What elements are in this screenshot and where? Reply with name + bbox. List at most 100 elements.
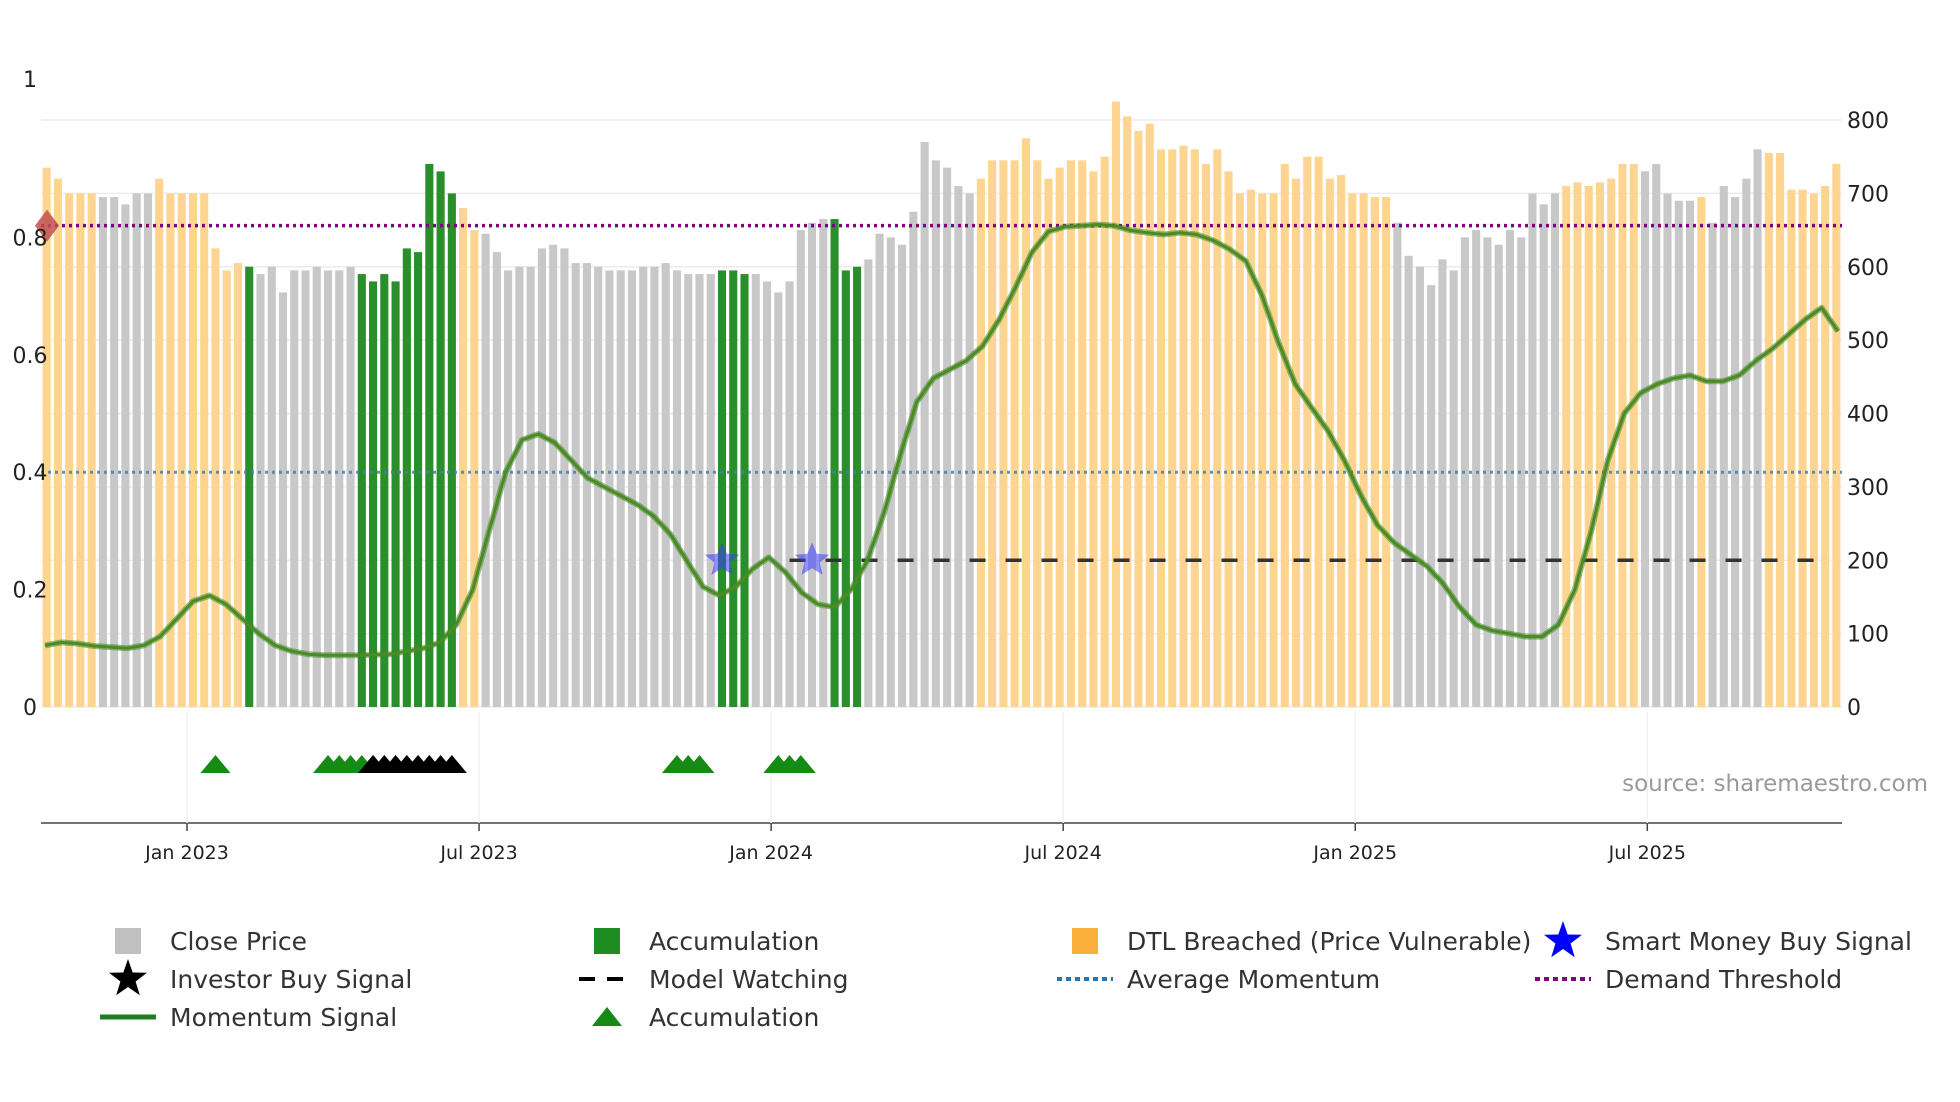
close-price-bar <box>1685 200 1695 707</box>
dtl-bar <box>999 160 1008 707</box>
close-price-bar <box>549 244 558 708</box>
legend-label: Average Momentum <box>1127 965 1380 994</box>
dtl-bar <box>1595 182 1605 707</box>
price-bars <box>42 101 1841 708</box>
legend-item: Accumulation <box>592 1003 819 1032</box>
close-price-bar <box>796 230 805 707</box>
accumulation-bar <box>391 281 400 707</box>
dtl-bar <box>1078 160 1087 707</box>
close-price-bar <box>515 266 524 707</box>
accumulation-bar <box>447 193 456 707</box>
close-price-bar <box>1449 270 1458 707</box>
close-price-bar <box>785 281 794 707</box>
momentum-signal-line <box>44 223 1840 657</box>
reference-lines <box>41 223 1842 562</box>
close-price-bar <box>98 197 107 707</box>
dtl-bar <box>1314 156 1323 707</box>
dtl-bar <box>1111 101 1121 707</box>
legend-label: Smart Money Buy Signal <box>1605 927 1912 956</box>
legend-label: Model Watching <box>649 965 849 994</box>
momentum-series <box>44 221 1841 659</box>
dtl-bar <box>1089 171 1098 708</box>
date-tick-label: Jan 2023 <box>144 842 229 864</box>
right-tick-label: 400 <box>1847 403 1889 428</box>
legend-item: Momentum Signal <box>100 1003 397 1032</box>
legend-swatch-triangle <box>592 1007 622 1026</box>
close-price-bar <box>819 219 828 707</box>
left-tick-label: 0.6 <box>13 344 48 369</box>
close-price-bar <box>1528 193 1537 707</box>
dtl-bar <box>177 193 186 707</box>
close-price-bar <box>695 274 704 707</box>
close-price-bar <box>1674 200 1683 707</box>
accumulation-bar <box>853 266 862 707</box>
dtl-bar <box>1573 182 1582 707</box>
close-price-bar <box>323 270 333 707</box>
legend-item: Close Price <box>115 927 307 956</box>
legend-item: DTL Breached (Price Vulnerable) <box>1072 927 1531 956</box>
signal-markers <box>35 209 830 575</box>
close-price-bar <box>774 292 783 707</box>
close-price-bar <box>751 274 760 707</box>
dtl-bar <box>1213 149 1222 708</box>
dtl-bar <box>1044 178 1053 707</box>
dtl-bar <box>1010 160 1019 707</box>
source-label: source: sharemaestro.com <box>1622 771 1928 797</box>
close-price-bar <box>909 211 918 707</box>
dtl-bar <box>166 193 175 707</box>
close-price-bar <box>1505 230 1514 707</box>
close-price-bar <box>1742 178 1751 707</box>
right-tick-label: 600 <box>1847 256 1889 281</box>
close-price-bar <box>312 266 321 707</box>
close-price-bar <box>943 167 952 708</box>
right-tick-label: 500 <box>1847 329 1889 354</box>
dtl-bar <box>1325 178 1334 707</box>
accumulation-bar <box>425 164 434 707</box>
dtl-bar <box>459 208 468 708</box>
dtl-bar <box>1370 197 1379 707</box>
dtl-bar <box>1776 153 1785 708</box>
dtl-bar <box>1168 149 1177 708</box>
dtl-bar <box>188 193 198 707</box>
legend-label: Momentum Signal <box>170 1003 397 1032</box>
dtl-bar <box>1764 153 1773 708</box>
legend-item: Average Momentum <box>1057 965 1380 994</box>
legend-item: Investor Buy Signal <box>109 959 412 996</box>
dtl-bar <box>1134 131 1143 708</box>
dtl-bar <box>211 248 220 707</box>
close-price-bar <box>1438 259 1447 707</box>
close-price-bar <box>1472 230 1481 707</box>
close-price-bar <box>492 252 501 707</box>
close-price-bar <box>1404 255 1413 707</box>
dtl-bar <box>988 160 997 707</box>
accumulation-triangle <box>200 755 231 773</box>
close-price-bar <box>1663 193 1672 707</box>
dtl-bar <box>1055 167 1064 708</box>
legend-item: Demand Threshold <box>1535 965 1842 994</box>
close-price-bar <box>290 270 299 707</box>
investor-buy-marker <box>436 755 467 773</box>
close-price-bar <box>143 193 152 707</box>
right-tick-label: 200 <box>1847 549 1889 574</box>
close-price-bar <box>1731 197 1740 707</box>
accumulation-triangle <box>684 755 715 773</box>
axes: 0 0.2 0.4 0.6 0.8 1 0 100 200 300 400 500 600 700 800 <box>13 68 1890 721</box>
dtl-bar <box>1629 164 1638 707</box>
dtl-bar <box>1235 193 1244 707</box>
close-price-bar <box>898 244 907 708</box>
close-price-bar <box>121 204 130 707</box>
close-price-bar <box>335 270 344 707</box>
grid-lines <box>41 119 1842 708</box>
legend-swatch-square <box>1072 928 1098 954</box>
left-tick-label: 0.4 <box>13 461 48 486</box>
close-price-bar <box>1550 193 1560 707</box>
dtl-bar <box>1123 116 1132 708</box>
dtl-bar <box>1033 160 1042 707</box>
close-price-bar <box>672 270 682 707</box>
close-price-bar <box>301 270 310 707</box>
smart-money-star <box>794 542 830 575</box>
dtl-bar <box>1584 186 1593 708</box>
dtl-bar <box>1292 178 1301 707</box>
dtl-bar <box>1280 164 1289 707</box>
